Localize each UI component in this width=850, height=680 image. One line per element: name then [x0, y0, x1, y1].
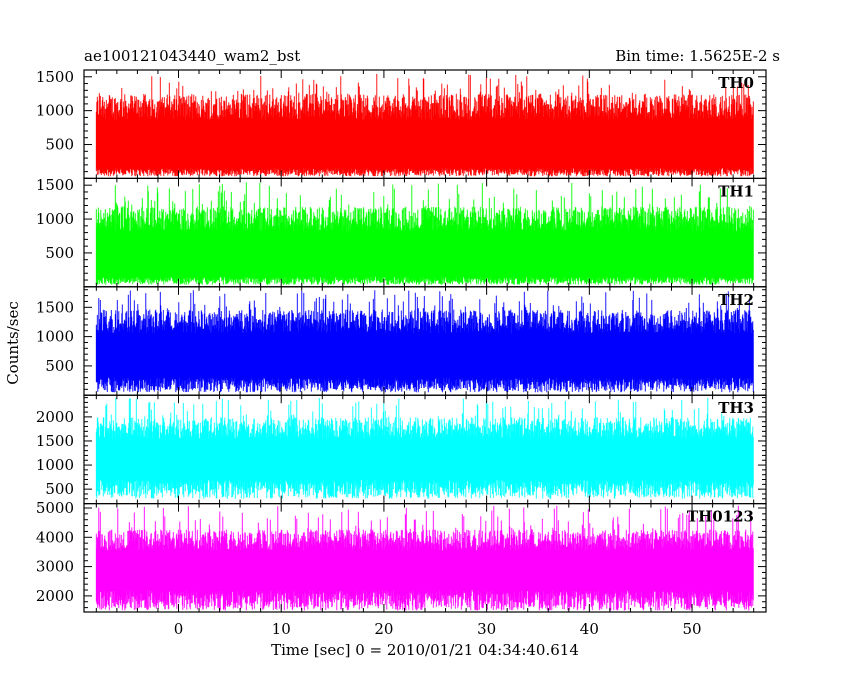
series-th3	[95, 397, 754, 499]
series-th0123	[95, 505, 754, 611]
y-tick-label: 1000	[36, 328, 74, 346]
y-tick-label: 2000	[36, 408, 74, 426]
y-tick-label: 1500	[36, 176, 74, 194]
panel-label: TH1	[718, 182, 754, 200]
y-tick-label: 1500	[36, 432, 74, 450]
y-tick-label: 1500	[36, 68, 74, 86]
y-tick-label: 500	[45, 357, 74, 375]
y-tick-label: 5000	[36, 499, 74, 517]
panel-label: TH3	[718, 399, 754, 417]
x-tick-label: 40	[580, 620, 599, 638]
x-tick-labels: 0 10 20 30 40 50	[174, 620, 702, 638]
chart-title-left: ae100121043440_wam2_bst	[84, 47, 300, 65]
x-axis-label: Time [sec] 0 = 2010/01/21 04:34:40.614	[271, 641, 579, 659]
series-th1	[95, 182, 754, 285]
series-th2	[95, 290, 754, 393]
panel-label: TH0123	[687, 508, 754, 526]
y-tick-label: 500	[45, 480, 74, 498]
y-axis-label: Counts/sec	[4, 301, 22, 385]
panel-th3: 500 1000 1500 2000 TH3	[36, 394, 767, 505]
y-tick-label: 1000	[36, 102, 74, 120]
panel-th0123: 2000 3000 4000 5000 TH0123	[36, 499, 767, 613]
y-tick-label: 1000	[36, 456, 74, 474]
y-tick-label: 3000	[36, 558, 74, 576]
x-tick-label: 30	[477, 620, 496, 638]
x-tick-label: 10	[272, 620, 291, 638]
y-tick-label: 500	[45, 136, 74, 154]
panels-group: 500 1000 1500 TH0 500 1000 1500 TH1 500 1000 1500 T…	[36, 68, 767, 613]
panel-th0: 500 1000 1500 TH0	[36, 68, 767, 180]
y-tick-label: 2000	[36, 587, 74, 605]
panel-th1: 500 1000 1500 TH1	[36, 176, 767, 288]
panel-th2: 500 1000 1500 TH2	[36, 286, 767, 396]
x-tick-label: 20	[374, 620, 393, 638]
x-tick-label: 0	[174, 620, 184, 638]
chart-title-right: Bin time: 1.5625E-2 s	[615, 47, 780, 65]
panel-label: TH2	[718, 291, 754, 309]
x-tick-label: 50	[683, 620, 702, 638]
y-tick-label: 1000	[36, 210, 74, 228]
series-th0	[95, 73, 754, 177]
y-tick-label: 4000	[36, 528, 74, 546]
panel-label: TH0	[718, 74, 754, 92]
y-tick-label: 1500	[36, 298, 74, 316]
y-tick-label: 500	[45, 244, 74, 262]
